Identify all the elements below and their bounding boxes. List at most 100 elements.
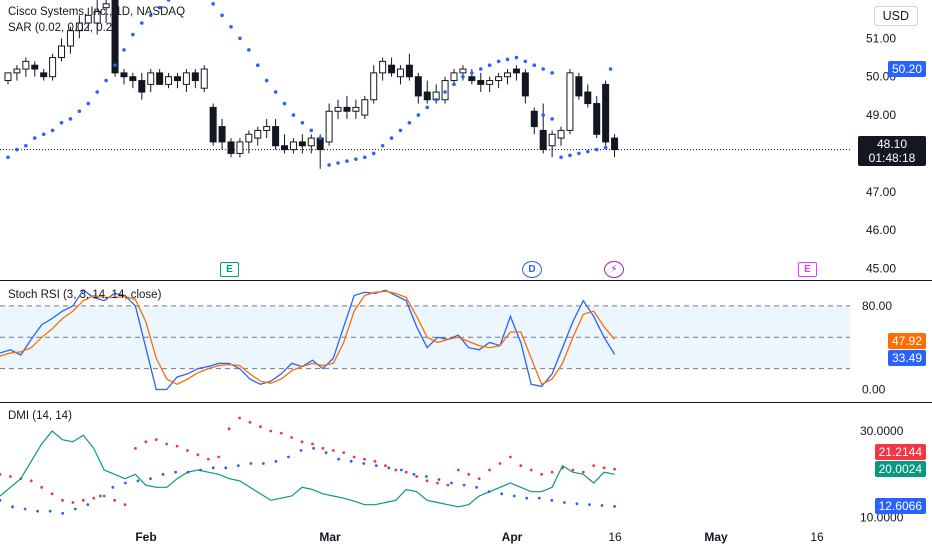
plus-di-dot [165, 442, 169, 446]
minus-di-dot [111, 485, 115, 489]
plus-di-dot [134, 446, 137, 450]
candle [209, 106, 217, 143]
candle [566, 72, 574, 131]
plus-di-dot [217, 455, 221, 459]
adx-line [0, 430, 615, 508]
minus-di-dot [613, 505, 616, 508]
plus-di-dot [331, 449, 335, 452]
candle [504, 72, 512, 78]
minus-di-dot [362, 462, 366, 465]
earnings-event-icon[interactable]: E [220, 262, 239, 277]
plus-di-dot [394, 468, 398, 472]
plus-di-dot [446, 483, 450, 487]
sar-dot [586, 149, 590, 154]
sar-legend[interactable]: SAR (0.02, 0.02, 0.2) [8, 22, 117, 34]
sar-dot [577, 151, 581, 156]
minus-di-dot [274, 459, 278, 463]
sar-dot [336, 161, 340, 165]
plus-di-dot [113, 498, 116, 502]
plus-di-dot [40, 485, 44, 489]
minus-di-dot [124, 481, 127, 485]
minus-di-dot [86, 503, 90, 507]
candle [75, 22, 83, 32]
minus-di-dot [249, 462, 253, 465]
symbol-title[interactable]: Cisco Systems, Inc., 1D, NASDAQ [8, 6, 186, 18]
sar-dot [113, 63, 117, 68]
candle [227, 141, 235, 154]
minus-di-dot [437, 478, 441, 481]
candle [165, 76, 173, 85]
minus-di-dot [224, 466, 228, 470]
candle [4, 72, 12, 82]
dmi-tick-label: 30.0000 [860, 424, 904, 438]
sar-dot [550, 117, 554, 121]
sar-dot [594, 147, 599, 152]
candle [58, 45, 66, 59]
sar-dot [452, 82, 456, 87]
sar-dot [166, 0, 171, 2]
candle [138, 80, 146, 93]
stoch-rsi-legend[interactable]: Stoch RSI (3, 3, 14, 14, close) [8, 289, 162, 301]
candle [405, 64, 413, 78]
sar-dot [229, 25, 233, 29]
plus-di-dot [71, 501, 75, 504]
candle [379, 60, 387, 74]
split-event-icon[interactable]: ⚡ [604, 261, 624, 278]
candle [245, 133, 253, 143]
candle [102, 3, 110, 9]
sar-dot [496, 59, 501, 64]
currency-selector[interactable]: USD [873, 6, 918, 26]
plus-di-dot [352, 455, 356, 459]
candle [49, 57, 57, 78]
sar-dot [59, 120, 64, 125]
plus-di-dot [477, 477, 481, 481]
sar-dot [273, 90, 278, 94]
upcoming-earnings-event-icon[interactable]: E [798, 262, 817, 277]
plus-di-dot [259, 425, 262, 429]
dividend-event-icon[interactable]: D [522, 261, 542, 278]
candle [521, 72, 529, 97]
candle [396, 68, 404, 78]
sar-dot [398, 128, 403, 133]
plus-di-dot [373, 459, 377, 463]
candle [548, 133, 556, 147]
plus-di-dot [269, 429, 273, 433]
minus-di-dot [374, 464, 378, 468]
sar-dot [514, 55, 519, 60]
sar-dot [157, 5, 162, 10]
candle [325, 110, 333, 143]
plus-di-dot [206, 457, 210, 461]
sar-dot [95, 90, 99, 94]
minus-di-badge: 12.6066 [874, 498, 926, 514]
plus-di-dot [456, 468, 460, 472]
stoch-tick-label: 0.00 [862, 383, 886, 397]
minus-di-dot [73, 507, 77, 511]
dmi-legend[interactable]: DMI (14, 14) [8, 410, 72, 422]
sar-dot [131, 32, 135, 37]
plus-di-dot [613, 467, 616, 471]
plus-di-dot [529, 468, 533, 472]
minus-di-dot [387, 466, 391, 470]
plus-di-dot [602, 466, 606, 470]
sar-dot [282, 101, 287, 106]
price-tick-label: 46.00 [866, 223, 896, 237]
minus-di-dot [199, 468, 203, 472]
sar-dot [389, 136, 394, 140]
minus-di-dot [211, 466, 215, 470]
candle [334, 106, 342, 112]
plus-di-dot [488, 468, 491, 472]
sar-dot [505, 57, 510, 62]
plus-di-dot [154, 438, 158, 442]
countdown-badge: 01:48:18 [858, 150, 926, 166]
candle [584, 91, 592, 105]
plus-di-dot [467, 472, 471, 476]
minus-di-dot [425, 475, 428, 478]
sar-dot [68, 117, 73, 121]
stoch-d-line [0, 290, 616, 386]
candle [530, 110, 538, 128]
candle [307, 137, 315, 147]
candle [468, 76, 476, 82]
minus-di-dot [174, 470, 177, 474]
minus-di-dot [550, 498, 554, 502]
